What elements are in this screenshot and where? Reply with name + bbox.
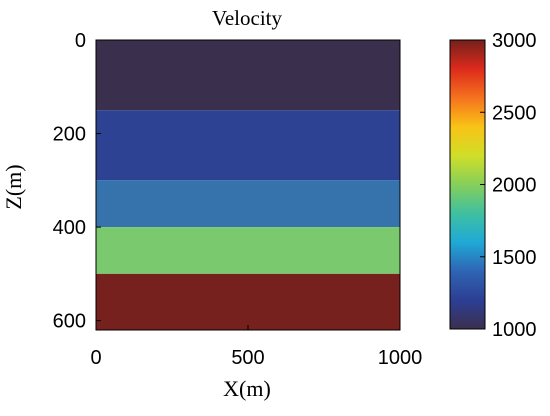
x-tick-label: 0 [90, 347, 101, 369]
colorbar-tick-label: 1000 [492, 319, 537, 341]
y-tick-label: 600 [53, 311, 86, 333]
x-tick-label: 500 [231, 347, 264, 369]
velocity-layer-3 [96, 180, 400, 228]
colorbar [449, 39, 486, 330]
colorbar-tick-label: 2500 [492, 102, 537, 124]
velocity-layer-4 [96, 227, 400, 274]
y-tick-label: 0 [75, 30, 86, 52]
colorbar-tick-label: 2000 [492, 175, 537, 197]
x-axis: 0 500 1000 [90, 325, 422, 369]
x-axis-label: X(m) [223, 376, 271, 401]
velocity-layer-2 [96, 110, 400, 181]
chart-title: Velocity [212, 6, 282, 30]
velocity-layer-1 [96, 40, 400, 111]
x-tick-label: 1000 [378, 347, 423, 369]
velocity-layer-5 [96, 273, 400, 330]
y-axis: 0 200 400 600 [53, 30, 101, 333]
y-tick-label: 400 [53, 217, 86, 239]
y-tick-label: 200 [53, 124, 86, 146]
colorbar-axis: 1000 1500 2000 2500 3000 [480, 30, 537, 341]
y-axis-label: Z(m) [1, 164, 26, 209]
colorbar-tick-label: 3000 [492, 30, 537, 52]
colorbar-tick-label: 1500 [492, 247, 537, 269]
plot-area [96, 40, 400, 330]
